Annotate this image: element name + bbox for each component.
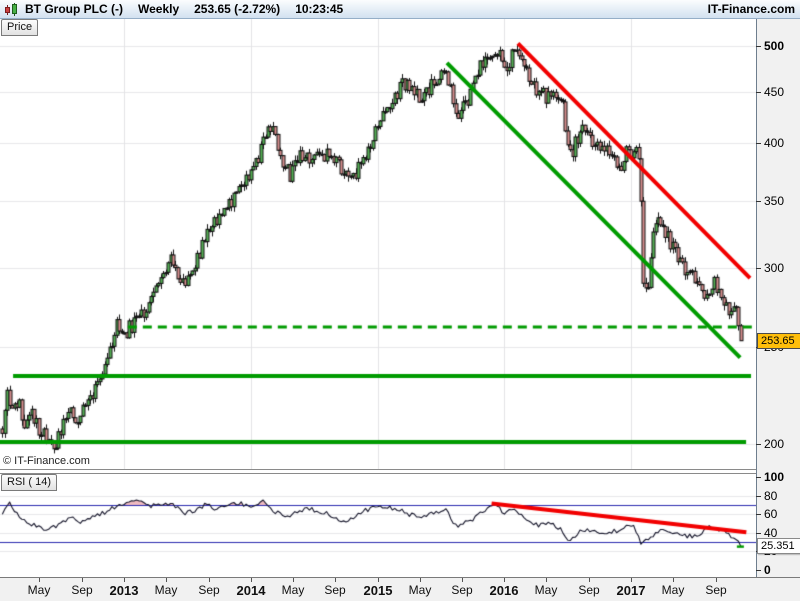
date-tick-label: May xyxy=(408,583,432,597)
price-tab[interactable]: Price xyxy=(1,19,39,36)
rsi-pane[interactable]: RSI ( 14) xyxy=(0,473,756,577)
date-tick-label: 2014 xyxy=(236,583,266,598)
date-tick-label: May xyxy=(27,583,51,597)
symbol-title: BT Group PLC (-) xyxy=(25,2,123,16)
date-tick-mark xyxy=(420,578,421,582)
date-tick-label: May xyxy=(534,583,558,597)
brand-label: IT-Finance.com xyxy=(707,2,795,16)
date-tick-mark xyxy=(378,578,379,582)
date-tick-mark xyxy=(166,578,167,582)
date-tick-mark xyxy=(335,578,336,582)
value-axis-column xyxy=(756,19,800,577)
date-tick-label: Sep xyxy=(578,583,600,597)
date-tick-mark xyxy=(716,578,717,582)
last-price-value: 253.65 xyxy=(761,335,795,347)
date-tick-label: Sep xyxy=(451,583,473,597)
copyright-label: © IT-Finance.com xyxy=(3,455,90,467)
quote-time: 10:23:45 xyxy=(295,2,344,16)
price-chart-canvas[interactable] xyxy=(0,19,756,469)
date-tick-mark xyxy=(209,578,210,582)
date-tick-mark xyxy=(504,578,505,582)
date-tick-mark xyxy=(673,578,674,582)
title-bar: BT Group PLC (-) Weekly 253.65 (-2.72%) … xyxy=(0,0,800,19)
date-tick-mark xyxy=(631,578,632,582)
rsi-last-value: 25.351 xyxy=(761,540,795,552)
date-tick-label: 2015 xyxy=(363,583,393,598)
date-tick-label: Sep xyxy=(198,583,220,597)
date-tick-label: May xyxy=(281,583,305,597)
date-tick-label: 2016 xyxy=(489,583,519,598)
rsi-tab[interactable]: RSI ( 14) xyxy=(1,474,58,491)
price-pane[interactable]: Price © IT-Finance.com xyxy=(0,19,756,470)
date-tick-label: 2017 xyxy=(616,583,646,598)
date-tick-mark xyxy=(462,578,463,582)
date-tick-label: May xyxy=(154,583,178,597)
date-tick-mark xyxy=(293,578,294,582)
rsi-value-marker: 25.351 xyxy=(757,538,800,554)
timeframe-label: Weekly xyxy=(137,2,180,16)
date-tick-label: Sep xyxy=(324,583,346,597)
date-tick-mark xyxy=(251,578,252,582)
date-tick-mark xyxy=(589,578,590,582)
date-tick-label: Sep xyxy=(705,583,727,597)
date-tick-mark xyxy=(39,578,40,582)
date-tick-label: Sep xyxy=(71,583,93,597)
date-tick-mark xyxy=(546,578,547,582)
last-price-change: 253.65 (-2.72%) xyxy=(194,2,281,16)
date-tick-label: 2013 xyxy=(109,583,139,598)
rsi-chart-canvas[interactable] xyxy=(0,474,756,576)
last-price-marker: 253.65 xyxy=(757,333,800,349)
date-tick-mark xyxy=(82,578,83,582)
date-tick-label: May xyxy=(661,583,685,597)
date-axis xyxy=(0,577,800,601)
date-tick-mark xyxy=(124,578,125,582)
candlestick-icon xyxy=(4,2,19,16)
